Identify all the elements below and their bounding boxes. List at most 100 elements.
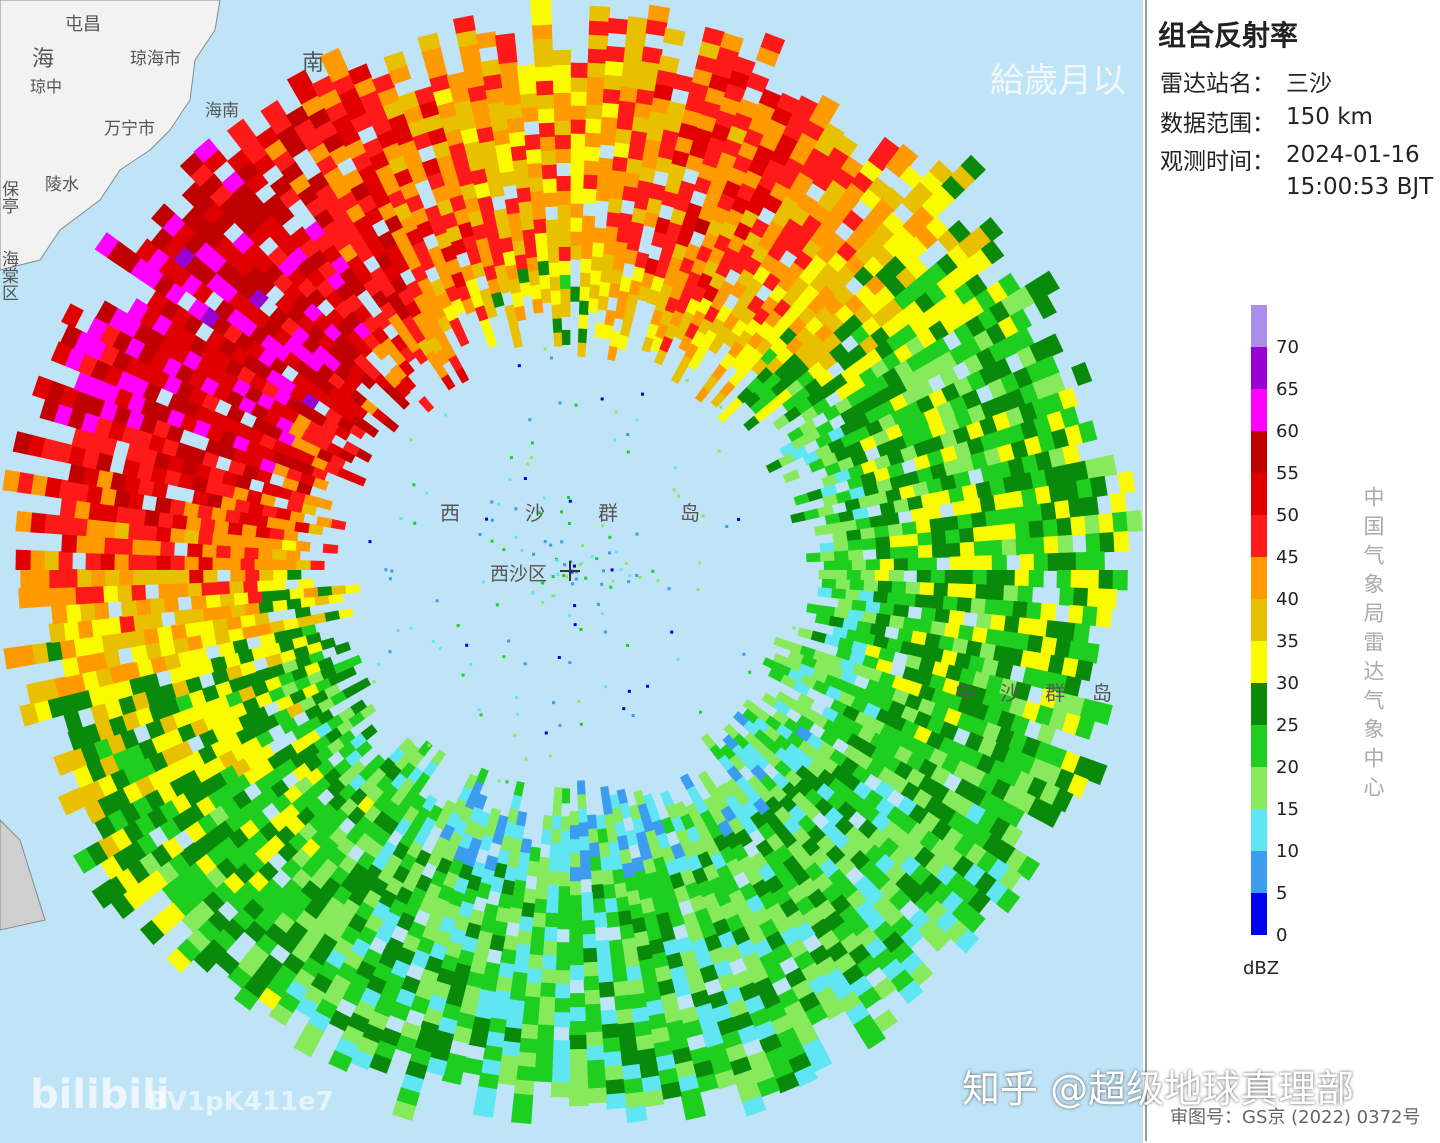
echo-cell: [679, 773, 695, 791]
echo-cell: [998, 600, 1015, 618]
echo-cell: [556, 189, 571, 206]
echo-cell: [349, 1048, 374, 1071]
echo-cell: [711, 205, 731, 225]
echo-cell: [167, 392, 188, 414]
echo-cell: [272, 149, 296, 173]
echo-cell: [113, 521, 130, 540]
echo-cell: [588, 33, 609, 50]
echo-cell: [639, 897, 656, 915]
echo-cell: [619, 320, 633, 337]
echo-cell: [377, 757, 396, 776]
echo-cell: [627, 143, 646, 161]
echo-cell: [268, 527, 285, 540]
echo-cell: [842, 618, 859, 632]
echo-cell: [808, 944, 832, 967]
place-label: 岛: [680, 501, 700, 525]
echo-cell: [293, 81, 319, 105]
echo-cell: [78, 602, 96, 622]
echo-cell: [506, 808, 519, 825]
echo-cell: [753, 707, 771, 724]
echo-cell: [657, 142, 677, 161]
echo-cell: [305, 641, 323, 655]
echo-cell: [953, 322, 975, 345]
echo-cell: [342, 440, 361, 457]
echo-cell: [145, 718, 166, 740]
echo-cell: [285, 549, 301, 561]
echo-cell: [57, 515, 74, 536]
echo-cell: [170, 792, 192, 815]
echo-cell: [833, 607, 851, 620]
echo-cell: [165, 408, 186, 428]
echo-cell: [993, 460, 1013, 480]
echo-cell: [337, 729, 356, 747]
echo-cell: [863, 580, 880, 593]
echo-dot: [626, 643, 630, 647]
echo-cell: [674, 800, 690, 819]
echo-cell: [521, 1009, 540, 1027]
echo-cell: [973, 540, 990, 557]
echo-cell: [753, 741, 772, 759]
echo-cell: [543, 926, 558, 943]
echo-cell: [325, 308, 346, 328]
echo-cell: [980, 432, 1000, 452]
echo-cell: [550, 289, 562, 305]
echo-cell: [169, 527, 186, 544]
echo-cell: [988, 817, 1012, 841]
echo-cell: [559, 830, 570, 846]
echo-cell: [878, 671, 897, 689]
echo-cell: [490, 1003, 509, 1021]
echo-cell: [1070, 570, 1086, 589]
echo-cell: [63, 710, 84, 733]
echo-cell: [117, 537, 134, 555]
echo-cell: [445, 811, 461, 829]
echo-cell: [551, 49, 571, 66]
echo-cell: [418, 396, 435, 413]
echo-dot: [531, 591, 535, 595]
echo-cell: [782, 395, 801, 413]
echo-cell: [135, 238, 159, 263]
echo-cell: [602, 883, 617, 901]
echo-cell: [808, 457, 827, 473]
echo-cell: [764, 738, 782, 756]
echo-dot: [528, 418, 532, 422]
echo-cell: [440, 166, 460, 186]
echo-cell: [691, 284, 708, 303]
echo-cell: [398, 777, 416, 796]
echo-cell: [339, 393, 358, 412]
echo-cell: [1081, 605, 1099, 627]
echo-dot: [425, 491, 429, 495]
echo-dot: [610, 568, 614, 572]
echo-cell: [373, 372, 391, 391]
echo-cell: [709, 807, 727, 827]
echo-cell: [270, 579, 286, 591]
echo-cell: [927, 927, 952, 952]
echo-cell: [155, 554, 171, 570]
echo-cell: [893, 143, 919, 168]
echo-cell: [996, 710, 1017, 732]
echo-dot: [513, 733, 517, 737]
echo-cell: [135, 461, 155, 481]
echo-cell: [171, 636, 190, 655]
echo-cell: [46, 586, 63, 607]
echo-cell: [440, 114, 461, 133]
echo-dot: [542, 496, 546, 500]
echo-cell: [616, 289, 630, 307]
echo-cell: [952, 425, 972, 445]
echo-cell: [684, 321, 701, 340]
echo-cell: [945, 542, 962, 558]
echo-cell: [947, 486, 966, 504]
echo-cell: [810, 918, 833, 941]
echo-cell: [220, 470, 239, 487]
echo-cell: [1075, 716, 1096, 740]
echo-cell: [466, 247, 483, 266]
echo-cell: [457, 832, 474, 851]
echo-cell: [480, 975, 499, 993]
echo-cell: [900, 444, 919, 463]
echo-cell: [875, 136, 901, 161]
echo-cell: [426, 993, 448, 1014]
echo-cell: [489, 876, 505, 894]
echo-cell: [680, 283, 697, 302]
echo-cell: [494, 142, 513, 160]
echo-dot: [572, 564, 576, 568]
echo-cell: [690, 937, 710, 957]
